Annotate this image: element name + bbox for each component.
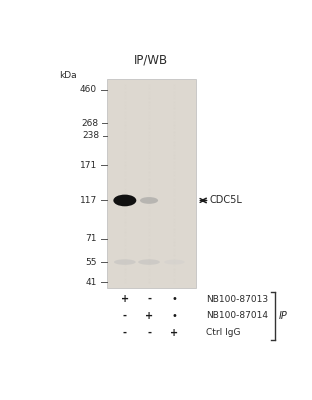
Text: NB100-87013: NB100-87013 [206, 294, 268, 304]
Text: 55: 55 [85, 258, 97, 266]
Text: 171: 171 [80, 160, 97, 170]
Text: CDC5L: CDC5L [209, 196, 242, 206]
Text: -: - [147, 328, 151, 338]
Text: IP: IP [279, 311, 288, 321]
Ellipse shape [138, 259, 160, 265]
Text: -: - [123, 328, 127, 338]
Text: 41: 41 [86, 278, 97, 286]
Text: IP/WB: IP/WB [134, 54, 168, 66]
Text: +: + [170, 328, 178, 338]
Text: •: • [172, 311, 177, 321]
Text: 268: 268 [81, 119, 98, 128]
Text: -: - [123, 311, 127, 321]
Text: +: + [145, 311, 153, 321]
Text: NB100-87014: NB100-87014 [206, 312, 268, 320]
Text: Ctrl IgG: Ctrl IgG [206, 328, 240, 338]
Ellipse shape [164, 260, 185, 264]
Text: 71: 71 [85, 234, 97, 244]
Ellipse shape [113, 195, 136, 206]
Text: +: + [121, 294, 129, 304]
Bar [107, 79, 196, 288]
Text: -: - [147, 294, 151, 304]
Text: kDa: kDa [59, 71, 77, 80]
Text: 238: 238 [82, 131, 100, 140]
Text: 460: 460 [80, 85, 97, 94]
Text: •: • [172, 294, 177, 304]
Text: 117: 117 [80, 196, 97, 205]
Ellipse shape [114, 259, 136, 265]
Ellipse shape [140, 197, 158, 204]
